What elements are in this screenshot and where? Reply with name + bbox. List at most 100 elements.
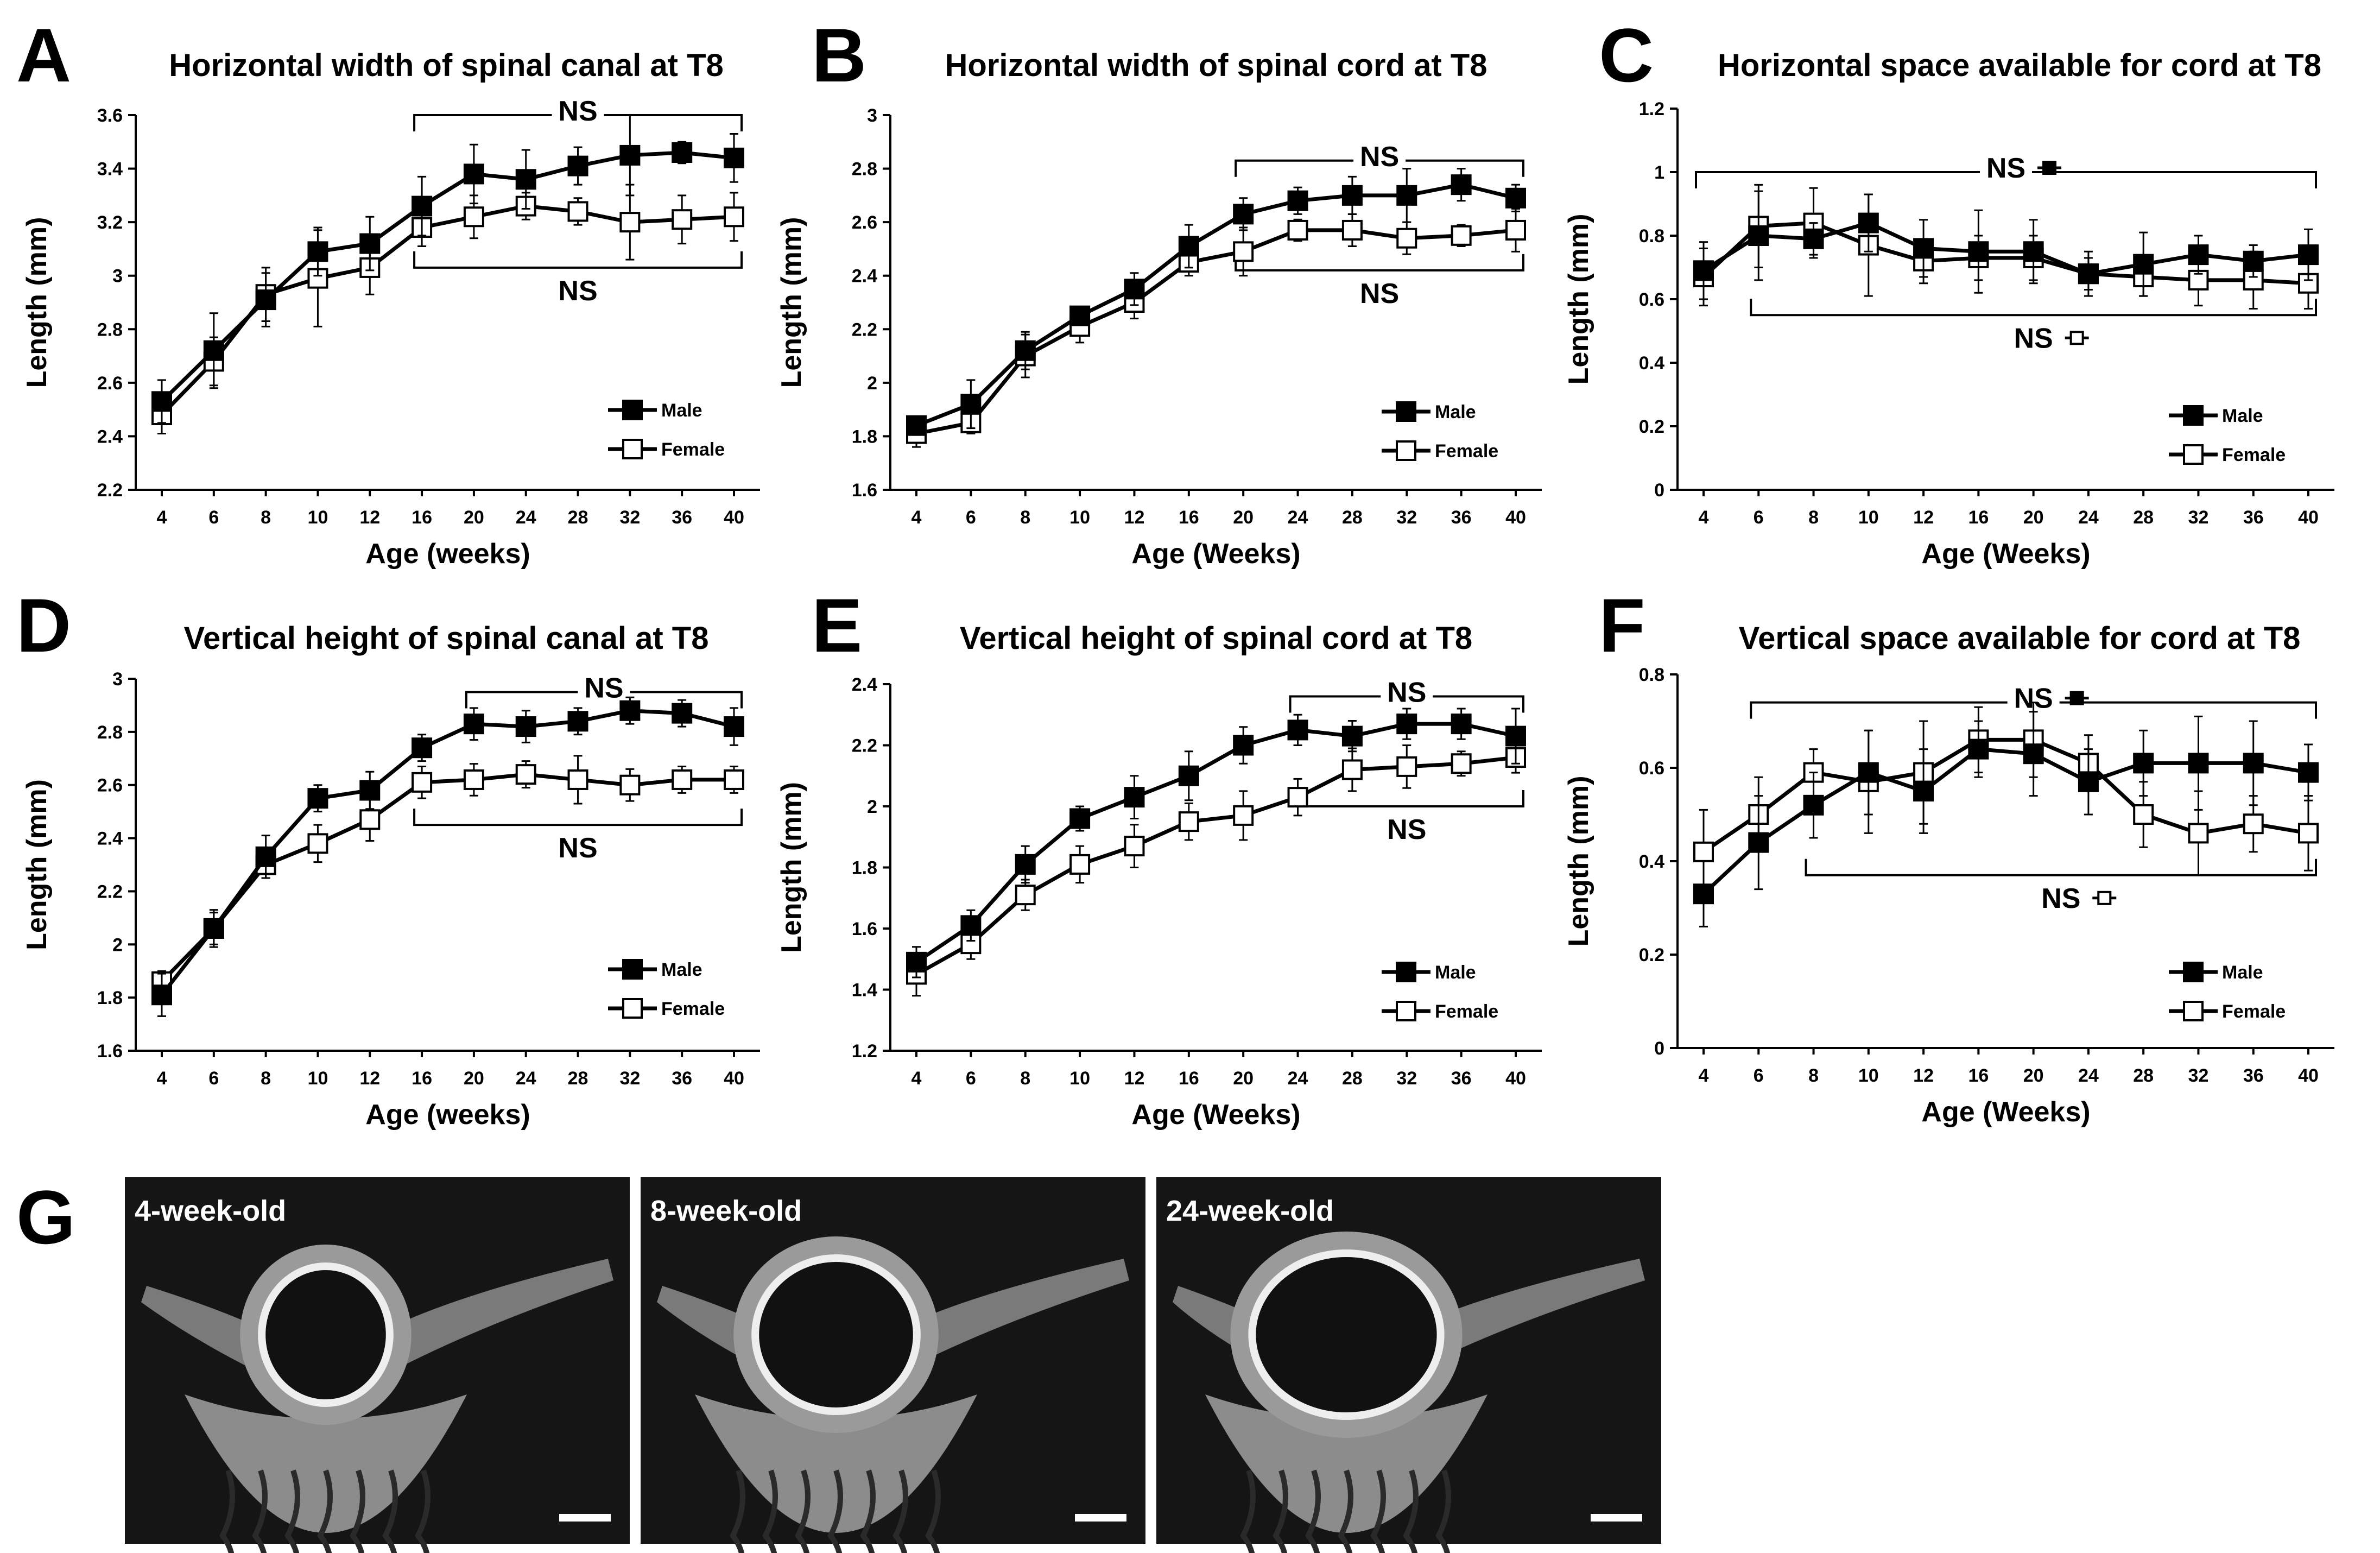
data-point-male [255,289,276,311]
x-tick-label: 24 [516,1068,536,1089]
data-point-female [567,769,588,790]
bone-process-right [358,1259,613,1384]
x-tick-label: 10 [1858,507,1879,528]
legend-marker [1396,1001,1416,1021]
x-tick-label: 8 [1808,507,1819,528]
data-point-female [1287,787,1308,808]
x-tick-label: 20 [1233,1068,1254,1089]
data-point-male [1803,794,1824,816]
x-tick-label: 32 [619,1068,640,1089]
data-point-female [412,772,433,793]
y-tick-label: 2.6 [97,775,123,796]
x-tick-label: 6 [966,507,976,528]
data-point-male [1287,719,1308,741]
micrograph-panel-g: G 4-week-old 8-week-old 24-week-old [16,1175,1661,1553]
data-point-male [1233,735,1254,756]
x-tick-label: 20 [464,507,484,528]
x-tick-label: 10 [308,507,328,528]
data-point-male [960,915,982,936]
chart-panel-d: D Vertical height of spinal canal at T8 1.… [16,583,760,1131]
legend-marker [622,959,643,980]
x-tick-label: 20 [2023,507,2044,528]
legend-marker [2183,444,2204,465]
series-line-female [160,772,734,983]
chart-panel-c: C Horizontal space available for cord at … [1563,12,2334,570]
data-point-female [1341,219,1363,241]
panel-letter: E [812,583,862,668]
x-tick-label: 28 [568,1068,588,1089]
y-axis-title: Length (mm) [776,217,807,388]
ns-marker-square [2097,891,2112,905]
x-tick-label: 24 [2078,1065,2099,1086]
ns-label-bg [1353,138,1406,165]
x-tick-label: 16 [412,507,432,528]
data-point-female [1233,805,1254,826]
data-point-male [724,716,744,737]
panel-letter: G [16,1175,75,1260]
x-tick-label: 32 [619,507,640,528]
data-point-male [412,737,433,759]
data-point-male [359,233,381,254]
x-tick-label: 4 [157,1068,167,1089]
y-tick-label: 2.6 [852,212,877,233]
x-tick-label: 8 [261,507,271,528]
trabecula [1435,1469,1451,1553]
y-tick-label: 2 [112,935,123,955]
trabecula [415,1469,431,1553]
data-point-male [1178,236,1199,257]
x-tick-label: 16 [1968,507,1989,528]
y-tick-label: 3 [112,266,123,287]
scale-bar [1591,1514,1642,1522]
x-tick-label: 36 [672,1068,692,1089]
x-tick-label: 36 [1451,507,1472,528]
data-point-female [619,774,641,796]
data-point-male [1233,204,1254,225]
ns-label: NS [558,96,597,127]
legend-marker [2183,1001,2204,1021]
trabecula [1338,1469,1353,1553]
x-tick-label: 36 [2243,507,2264,528]
data-point-male [1451,174,1472,195]
y-tick-label: 1.8 [852,426,877,447]
spinal-canal [751,1254,921,1415]
data-point-male [2133,753,2154,774]
trabecula [219,1469,235,1553]
data-point-female [1233,241,1254,262]
chart-panel-f: F Vertical space available for cord at T8… [1563,583,2334,1128]
y-tick-label: 2 [867,797,877,817]
data-point-male [2243,753,2264,774]
legend-label: Male [661,400,702,421]
trabecula [1240,1469,1256,1553]
ns-bracket [1805,858,2317,876]
ns-label-bg [1980,150,2032,176]
data-point-female [1015,885,1036,906]
series-line-female [160,204,735,416]
x-tick-label: 40 [2298,507,2319,528]
data-point-male [567,155,588,176]
chart-title: Vertical height of spinal cord at T8 [960,621,1472,656]
chart-panel-e: E Vertical height of spinal cord at T8 1.2… [776,583,1542,1131]
y-tick-label: 3.6 [97,105,123,126]
data-point-female [1451,753,1472,774]
data-point-female [1505,219,1526,241]
data-point-male [203,340,224,361]
data-point-male [1803,228,1824,249]
data-point-male [151,984,172,1006]
legend-label: Female [661,439,725,460]
data-point-female [1396,756,1417,777]
trabecula [730,1469,745,1553]
x-tick-label: 6 [1754,507,1764,528]
data-point-male [1505,187,1526,209]
x-tick-label: 36 [2243,1065,2264,1086]
ns-label: NS [1360,278,1399,310]
legend-marker [622,400,643,420]
x-tick-label: 24 [516,507,536,528]
legend-marker [1396,401,1416,422]
legend-label: Male [2222,962,2263,983]
data-point-male [359,780,381,801]
x-axis-title: Age (Weeks) [1131,1099,1300,1131]
trabecula [1305,1469,1321,1553]
data-point-male [1858,762,1879,783]
data-point-male [906,951,927,973]
x-tick-label: 4 [1699,507,1709,528]
